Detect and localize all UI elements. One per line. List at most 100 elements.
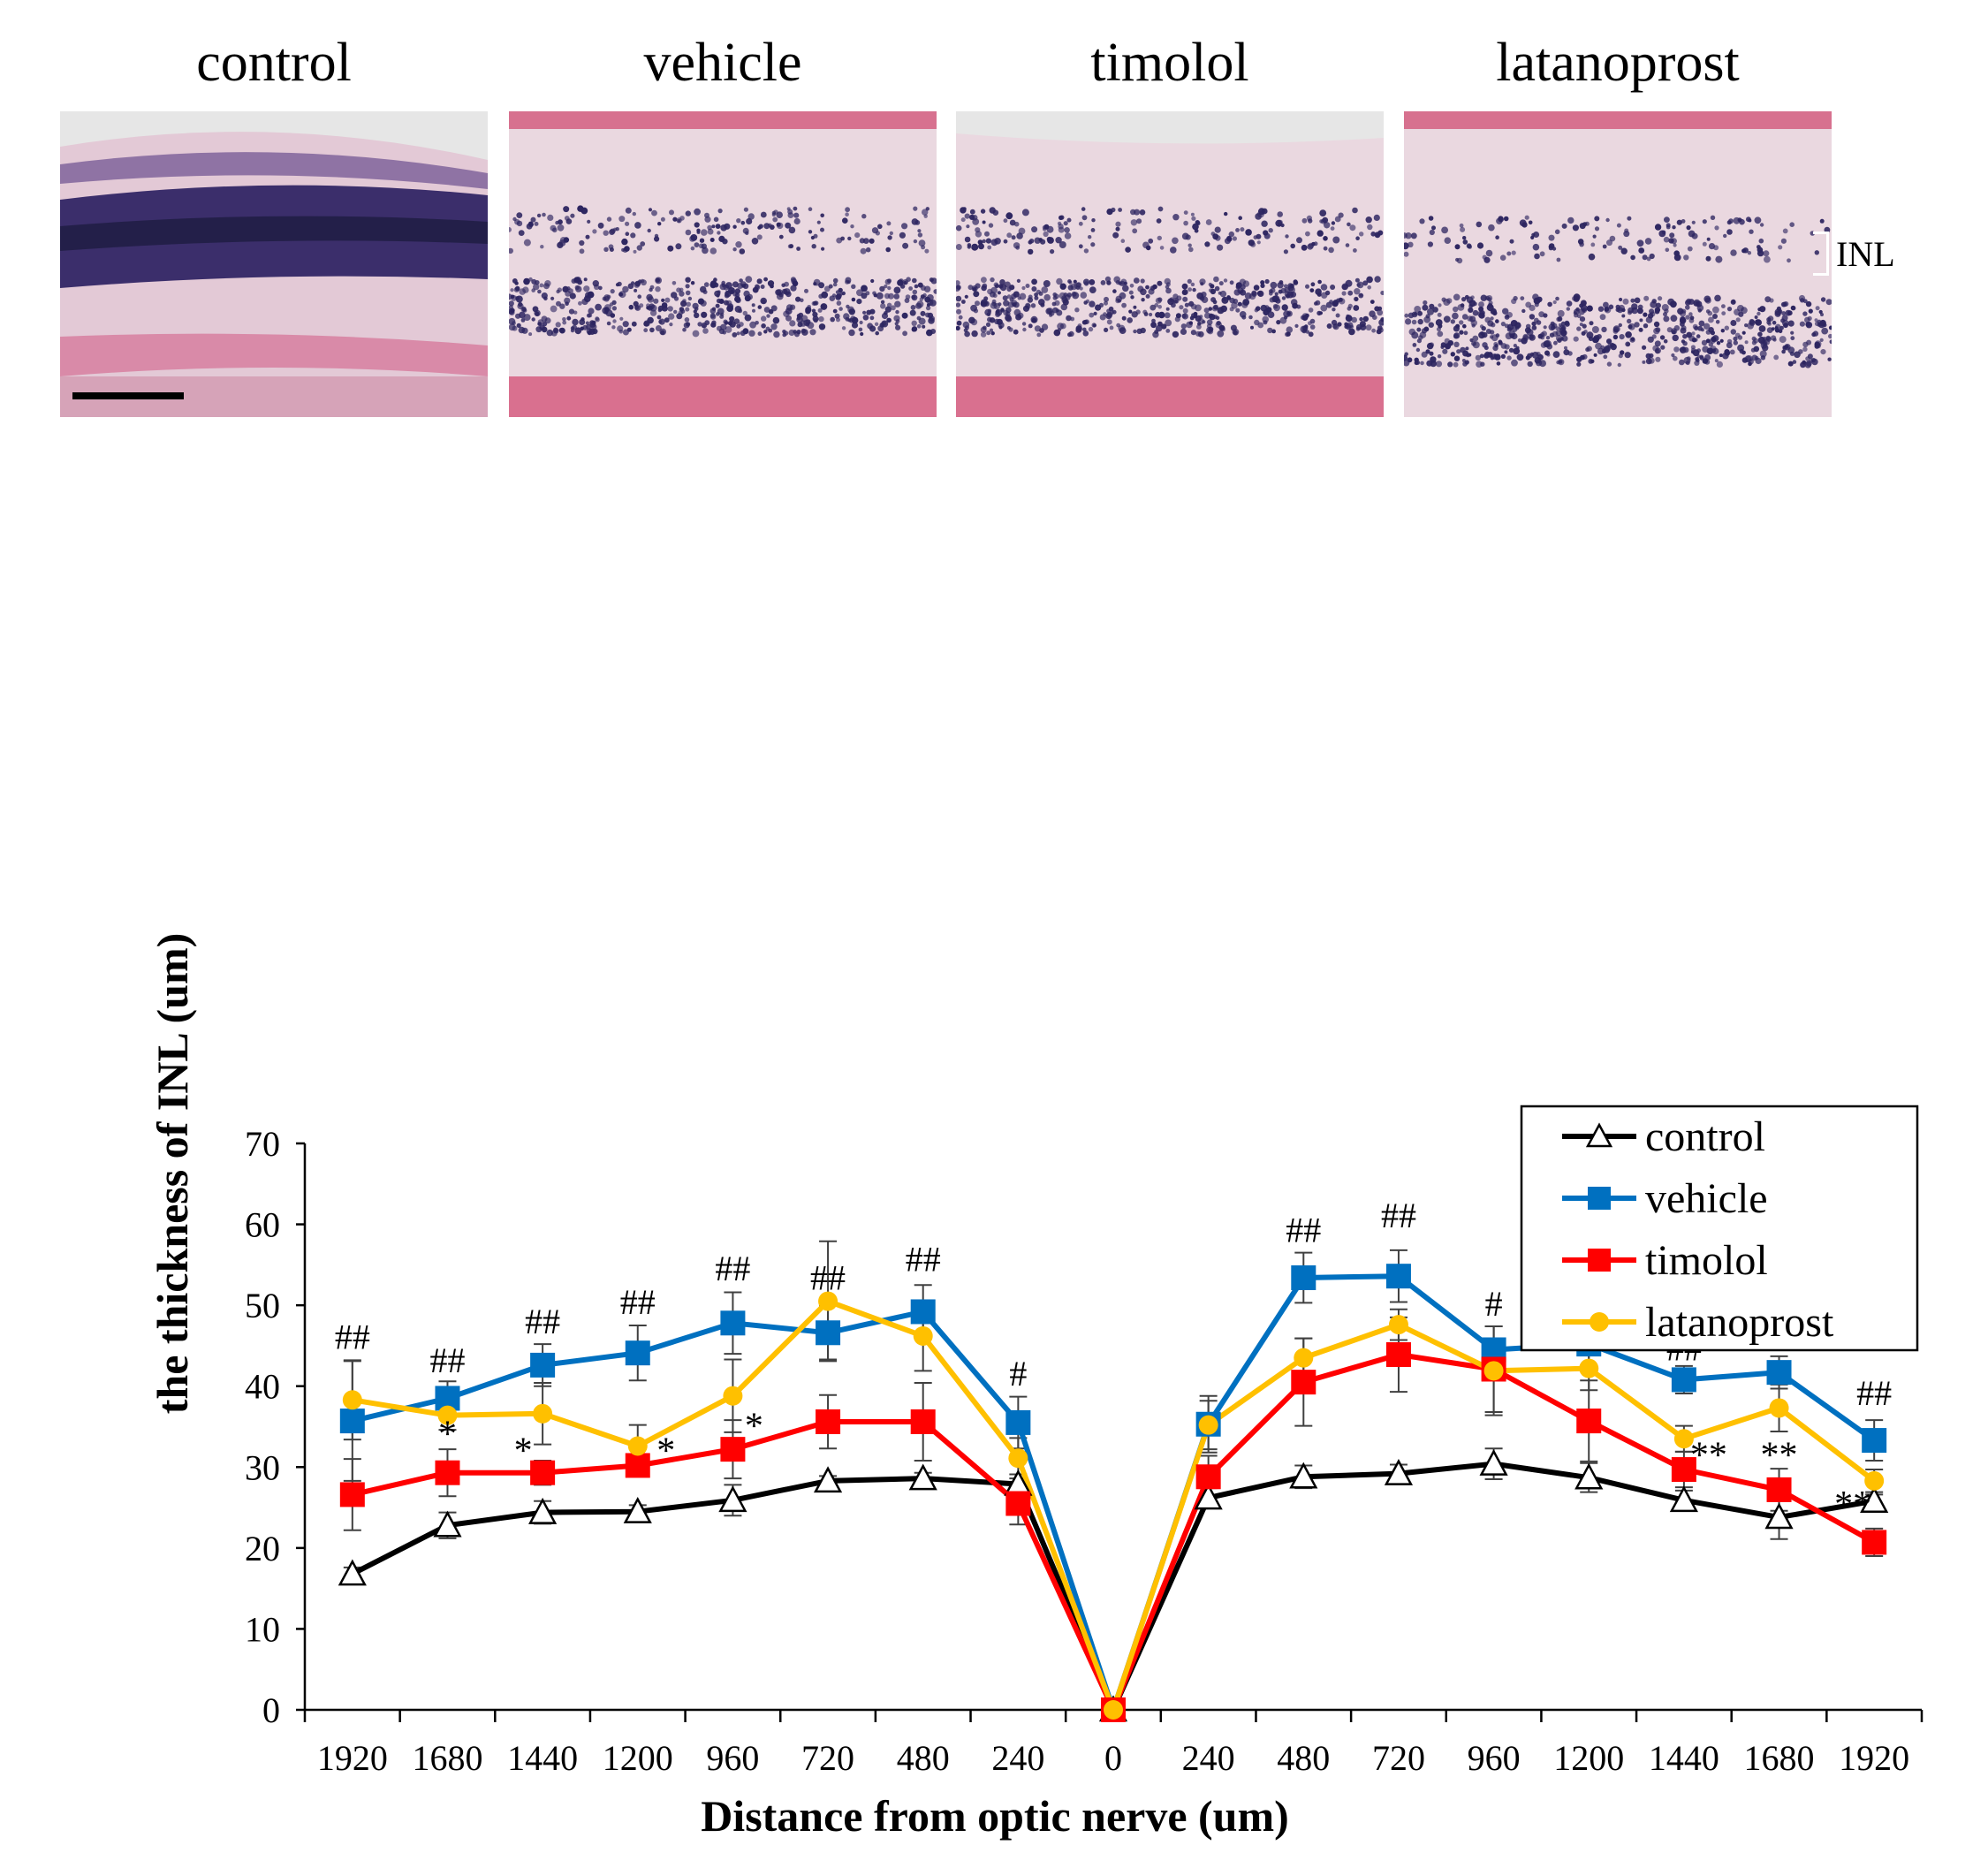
significance-mark: ## bbox=[1381, 1196, 1416, 1235]
marker-vehicle bbox=[339, 1409, 365, 1434]
marker-timolol bbox=[1766, 1477, 1792, 1502]
marker-vehicle bbox=[1862, 1428, 1887, 1454]
marker-latanoprost bbox=[1388, 1315, 1408, 1335]
x-tick-label: 240 bbox=[1182, 1738, 1235, 1778]
x-tick-label: 720 bbox=[1372, 1738, 1425, 1778]
histology-image-timolol bbox=[956, 111, 1384, 417]
significance-mark: # bbox=[1485, 1284, 1503, 1324]
x-tick-label: 480 bbox=[897, 1738, 950, 1778]
panel-title-latanoprost: latanoprost bbox=[1496, 33, 1740, 93]
legend-label-latanoprost: latanoprost bbox=[1645, 1299, 1834, 1346]
significance-mark: * bbox=[745, 1406, 763, 1447]
significance-mark: ## bbox=[906, 1240, 941, 1280]
x-tick-label: 960 bbox=[706, 1738, 759, 1778]
significance-mark: ## bbox=[429, 1340, 465, 1380]
x-axis-label: Distance from optic nerve (um) bbox=[701, 1791, 1289, 1841]
marker-control bbox=[1669, 1485, 1698, 1513]
marker-latanoprost bbox=[533, 1403, 553, 1424]
marker-vehicle bbox=[530, 1352, 556, 1378]
marker-latanoprost bbox=[1198, 1415, 1218, 1435]
marker-timolol bbox=[1005, 1491, 1031, 1516]
x-tick-label: 1920 bbox=[317, 1738, 388, 1778]
marker-vehicle bbox=[625, 1340, 650, 1366]
panel-title-control: control bbox=[196, 33, 352, 93]
significance-mark: ## bbox=[620, 1282, 656, 1322]
significance-mark: * bbox=[514, 1431, 533, 1472]
x-tick-label: 720 bbox=[801, 1738, 854, 1778]
legend-label-timolol: timolol bbox=[1645, 1237, 1768, 1284]
marker-vehicle bbox=[1385, 1264, 1411, 1289]
significance-mark: ** bbox=[1690, 1435, 1727, 1476]
y-tick-label: 20 bbox=[245, 1529, 280, 1568]
marker-timolol bbox=[910, 1409, 936, 1435]
y-tick-label: 40 bbox=[245, 1367, 280, 1407]
y-tick-label: 10 bbox=[245, 1609, 280, 1649]
marker-latanoprost bbox=[342, 1390, 362, 1410]
significance-mark: ## bbox=[1286, 1211, 1321, 1250]
marker-timolol bbox=[1291, 1370, 1316, 1395]
x-tick-label: 480 bbox=[1277, 1738, 1330, 1778]
marker-latanoprost bbox=[627, 1436, 648, 1456]
histology-image-vehicle bbox=[509, 111, 937, 417]
marker-control bbox=[338, 1559, 367, 1586]
significance-mark: ## bbox=[715, 1249, 750, 1288]
y-tick-label: 60 bbox=[245, 1205, 280, 1245]
marker-timolol bbox=[339, 1482, 365, 1507]
inl-thickness-chart: 0 10 20 30 40 50 60 70 1920 1680 1440 1200 960 720 480… bbox=[148, 933, 1924, 1841]
marker-control bbox=[1574, 1462, 1604, 1490]
marker-timolol bbox=[1862, 1530, 1887, 1555]
marker-vehicle bbox=[720, 1310, 746, 1336]
significance-mark: * bbox=[438, 1414, 457, 1454]
histology-image-latanoprost bbox=[1404, 111, 1832, 417]
x-tick-label: 1200 bbox=[603, 1738, 673, 1778]
y-tick-label: 70 bbox=[245, 1124, 280, 1164]
marker-timolol bbox=[625, 1453, 650, 1478]
panel-title-vehicle: vehicle bbox=[643, 33, 802, 93]
marker-control bbox=[1384, 1458, 1414, 1485]
marker-control bbox=[433, 1510, 462, 1538]
legend-marker-control bbox=[1585, 1122, 1613, 1148]
marker-vehicle bbox=[1766, 1360, 1792, 1386]
histology-image-control bbox=[60, 111, 488, 417]
marker-latanoprost bbox=[818, 1291, 838, 1311]
marker-timolol bbox=[1195, 1464, 1221, 1490]
marker-control bbox=[1479, 1448, 1508, 1476]
significance-mark: ## bbox=[810, 1258, 846, 1298]
marker-latanoprost bbox=[437, 1405, 458, 1425]
significance-mark: ** bbox=[1834, 1485, 1871, 1525]
marker-timolol bbox=[816, 1409, 841, 1435]
x-tick-label: 1440 bbox=[1649, 1738, 1719, 1778]
marker-latanoprost bbox=[1864, 1470, 1885, 1491]
marker-timolol bbox=[530, 1460, 556, 1485]
marker-latanoprost bbox=[1104, 1700, 1123, 1720]
marker-control bbox=[813, 1466, 843, 1493]
x-tick-label: 240 bbox=[991, 1738, 1044, 1778]
marker-vehicle bbox=[1291, 1265, 1316, 1291]
y-tick-label: 50 bbox=[245, 1286, 280, 1325]
marker-latanoprost bbox=[1008, 1448, 1028, 1469]
marker-control bbox=[1289, 1462, 1318, 1489]
y-tick-label: 30 bbox=[245, 1447, 280, 1487]
marker-vehicle bbox=[1671, 1367, 1696, 1393]
legend-label-vehicle: vehicle bbox=[1645, 1175, 1768, 1222]
marker-timolol bbox=[435, 1460, 460, 1485]
legend-marker-timolol bbox=[1588, 1249, 1611, 1272]
legend-label-control: control bbox=[1645, 1113, 1765, 1160]
marker-latanoprost bbox=[1769, 1398, 1789, 1418]
marker-vehicle bbox=[816, 1320, 841, 1346]
y-axis-label: the thickness of INL (um) bbox=[148, 933, 197, 1414]
x-tick-label: 1680 bbox=[1744, 1738, 1815, 1778]
marker-control bbox=[1860, 1486, 1889, 1513]
x-tick-label: 1680 bbox=[412, 1738, 482, 1778]
marker-latanoprost bbox=[723, 1386, 743, 1406]
marker-vehicle bbox=[910, 1299, 936, 1325]
marker-timolol bbox=[1385, 1342, 1411, 1368]
marker-latanoprost bbox=[1673, 1429, 1694, 1449]
marker-control bbox=[908, 1463, 937, 1491]
significance-mark: ## bbox=[525, 1302, 560, 1341]
marker-control bbox=[1764, 1502, 1794, 1530]
marker-timolol bbox=[720, 1437, 746, 1462]
x-tick-label: 960 bbox=[1468, 1738, 1521, 1778]
marker-control bbox=[623, 1497, 652, 1523]
x-tick-label: 1440 bbox=[507, 1738, 578, 1778]
